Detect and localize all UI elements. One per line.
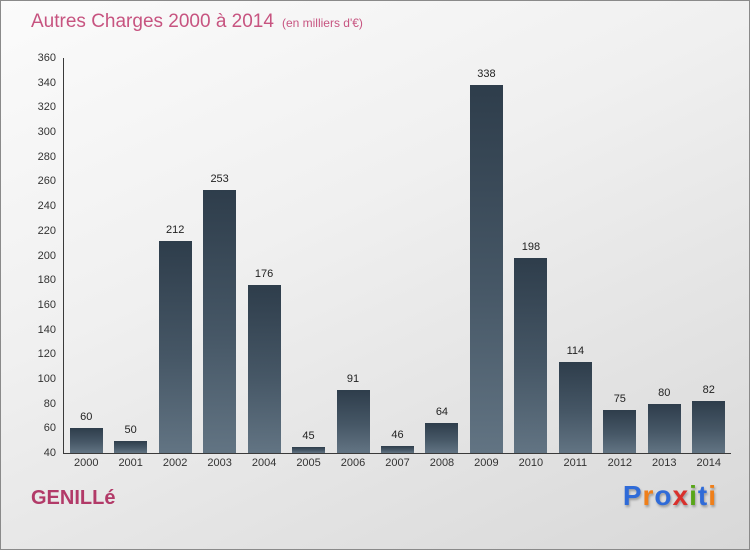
y-tick-label: 220 bbox=[37, 224, 56, 237]
logo-letter: i bbox=[708, 480, 717, 511]
y-tick-label: 300 bbox=[37, 126, 56, 139]
plot-area: 40 60 80 100 120 140 160 180 200 220 240 260 280 300 3… bbox=[38, 52, 731, 469]
x-tick-label: 2004 bbox=[251, 457, 277, 469]
x-tick-label: 2002 bbox=[162, 457, 188, 469]
bar-value-label: 253 bbox=[210, 173, 229, 186]
chart-title: Autres Charges 2000 à 2014 bbox=[31, 11, 274, 32]
bar-2014 bbox=[692, 401, 726, 453]
bar-2004 bbox=[247, 285, 281, 453]
bar-value-label: 114 bbox=[566, 344, 585, 357]
x-tick-label: 2003 bbox=[207, 457, 232, 469]
y-tick-label: 240 bbox=[37, 200, 56, 213]
x-tick-label: 2007 bbox=[385, 457, 410, 469]
logo-letter: P bbox=[622, 480, 643, 511]
y-tick-label: 100 bbox=[37, 372, 56, 385]
bar-value-label: 50 bbox=[124, 423, 137, 436]
x-tick-label: 2014 bbox=[696, 457, 721, 469]
bar-2012 bbox=[603, 409, 637, 453]
bar-value-label: 212 bbox=[165, 223, 185, 236]
bar-value-label: 45 bbox=[302, 429, 315, 442]
x-tick-label: 2001 bbox=[118, 457, 143, 469]
bar-2008 bbox=[425, 423, 459, 453]
bar-2000 bbox=[69, 428, 103, 453]
logo-letter: t bbox=[697, 480, 709, 511]
logo-letter: r bbox=[642, 480, 655, 511]
chart-header: Autres Charges 2000 à 2014 (en milliers d… bbox=[31, 11, 363, 33]
y-tick-label: 140 bbox=[37, 323, 56, 336]
x-tick-label: 2009 bbox=[474, 457, 499, 469]
place-name: GENILLé bbox=[31, 487, 116, 509]
bar-2002 bbox=[158, 240, 192, 453]
y-tick-label: 160 bbox=[37, 298, 56, 311]
x-tick-label: 2008 bbox=[429, 457, 455, 469]
y-tick-label: 80 bbox=[43, 397, 56, 410]
bar-2010 bbox=[514, 257, 548, 453]
bar-2003 bbox=[203, 190, 237, 453]
y-tick-label: 120 bbox=[37, 348, 56, 361]
x-tick-label: 2006 bbox=[340, 457, 366, 469]
bar-value-label: 75 bbox=[613, 392, 626, 405]
y-tick-label: 180 bbox=[37, 274, 56, 287]
y-tick-label: 200 bbox=[37, 249, 56, 262]
bar-value-label: 338 bbox=[477, 68, 496, 81]
bar-value-label: 82 bbox=[702, 384, 715, 397]
bar-value-label: 80 bbox=[658, 386, 671, 399]
bar-value-label: 91 bbox=[346, 373, 360, 386]
bar-value-label: 60 bbox=[80, 411, 93, 424]
x-tick-label: 2010 bbox=[518, 457, 544, 469]
y-tick-label: 60 bbox=[43, 422, 56, 435]
logo-letter: i bbox=[689, 480, 698, 511]
bar-2013 bbox=[647, 403, 681, 453]
y-tick-label: 260 bbox=[37, 175, 56, 188]
bar-2007 bbox=[381, 445, 414, 453]
y-tick-label: 280 bbox=[37, 150, 56, 163]
chart-subtitle: (en milliers d'€) bbox=[281, 16, 363, 30]
bar-value-label: 46 bbox=[391, 428, 404, 441]
logo-letter: x bbox=[672, 480, 690, 511]
x-tick-label: 2012 bbox=[607, 457, 633, 469]
bar-2001 bbox=[114, 440, 148, 453]
y-tick-label: 340 bbox=[37, 76, 56, 89]
bar-2005 bbox=[292, 446, 326, 453]
bar-value-label: 198 bbox=[521, 240, 541, 253]
x-tick-label: 2011 bbox=[563, 457, 588, 469]
x-tick-label: 2013 bbox=[652, 457, 677, 469]
y-tick-label: 40 bbox=[43, 447, 56, 459]
y-tick-label: 320 bbox=[37, 101, 56, 114]
bar-value-label: 176 bbox=[254, 268, 274, 281]
y-tick-label: 360 bbox=[37, 52, 56, 64]
bar-2009 bbox=[469, 85, 503, 453]
x-tick-label: 2005 bbox=[296, 457, 321, 469]
x-tick-label: 2000 bbox=[73, 457, 99, 469]
bar-2011 bbox=[558, 361, 592, 453]
logo-letter: o bbox=[654, 480, 673, 511]
bar-value-label: 64 bbox=[435, 406, 449, 419]
proxiti-logo: Proxiti bbox=[623, 480, 717, 512]
bar-2006 bbox=[336, 390, 370, 453]
